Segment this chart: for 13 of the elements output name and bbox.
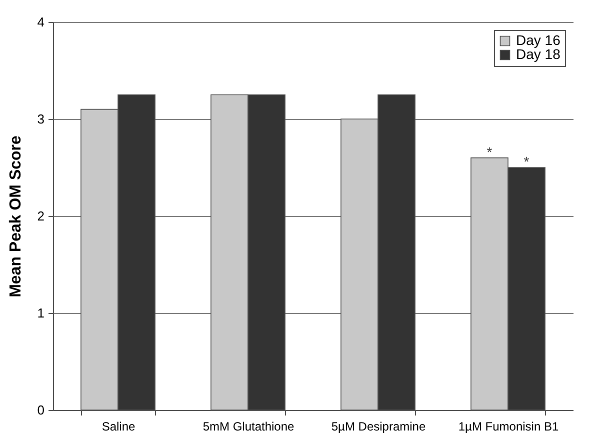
y-tick-label: 0 xyxy=(37,402,44,418)
y-tick-label: 3 xyxy=(37,112,44,126)
y-tick-label: 4 xyxy=(37,14,44,30)
legend-label: Day 16 xyxy=(516,32,561,48)
x-tick-label: Saline xyxy=(102,420,136,434)
y-tick-label: 2 xyxy=(37,208,44,224)
x-tick-label: 5µM Desipramine xyxy=(331,420,426,434)
annotation: * xyxy=(524,154,530,170)
x-tick-label: 5mM Glutathione xyxy=(202,420,295,434)
y-axis-title: Mean Peak OM Score xyxy=(7,135,24,298)
annotation: * xyxy=(486,144,493,160)
x-tick-label: 1µM Fumonisin B1 xyxy=(458,420,559,434)
y-tick-label: 1 xyxy=(37,306,44,320)
